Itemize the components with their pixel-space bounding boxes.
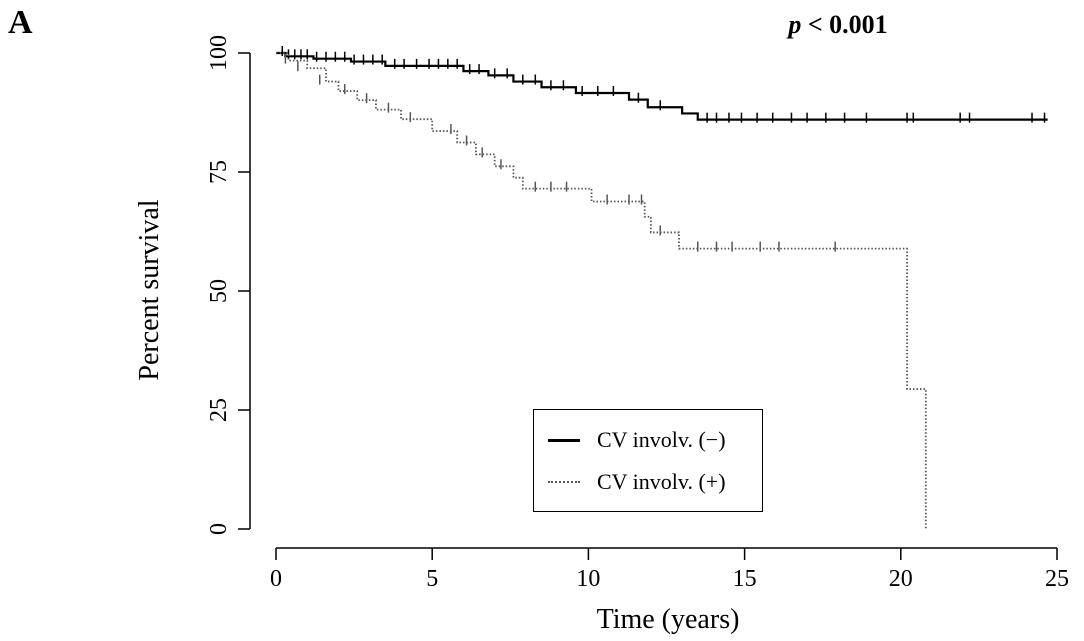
legend-label-positive: CV involv. (+) [597,469,726,494]
x-tick-label: 15 [733,566,757,592]
x-axis-title: Time (years) [596,604,740,635]
y-tick-label: 50 [206,279,232,303]
x-tick-label: 0 [270,566,282,592]
p-value-symbol: p [788,10,802,39]
y-tick-label: 75 [206,160,232,184]
axes: 0 25 50 75 100 0 5 10 15 20 25 [206,35,1069,592]
x-tick-label: 10 [576,566,600,592]
panel-label: A [8,4,33,41]
legend-label-negative: CV involv. (−) [597,427,726,452]
p-value-text: < 0.001 [801,10,888,39]
x-tick-label: 20 [889,566,913,592]
x-tick-label: 5 [426,566,438,592]
y-tick-label: 0 [206,523,232,535]
survival-curve-negative [276,51,1048,121]
legend-item-positive: CV involv. (+) [548,467,726,497]
p-value-annotation: p < 0.001 [788,10,887,40]
y-tick-label: 25 [206,398,232,422]
legend: CV involv. (−) CV involv. (+) [533,409,763,512]
y-axis-title: Percent survival [134,199,165,381]
y-tick-label: 100 [206,35,232,71]
legend-item-negative: CV involv. (−) [548,425,726,455]
x-tick-label: 25 [1045,566,1069,592]
legend-swatch-dotted [548,481,580,483]
legend-swatch-solid [548,438,580,442]
curves [276,46,1048,529]
